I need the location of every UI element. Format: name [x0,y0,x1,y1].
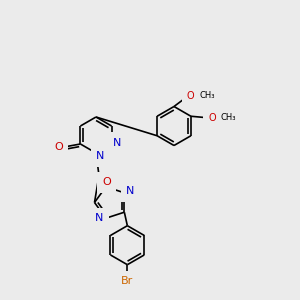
Text: N: N [126,186,134,196]
Text: O: O [187,91,194,101]
Text: Br: Br [121,276,134,286]
Text: N: N [96,151,105,161]
Text: CH₃: CH₃ [221,113,236,122]
Text: O: O [54,142,63,152]
Text: N: N [95,213,103,223]
Text: CH₃: CH₃ [200,92,215,100]
Text: N: N [113,137,121,148]
Text: O: O [208,113,216,123]
Text: O: O [102,177,111,187]
